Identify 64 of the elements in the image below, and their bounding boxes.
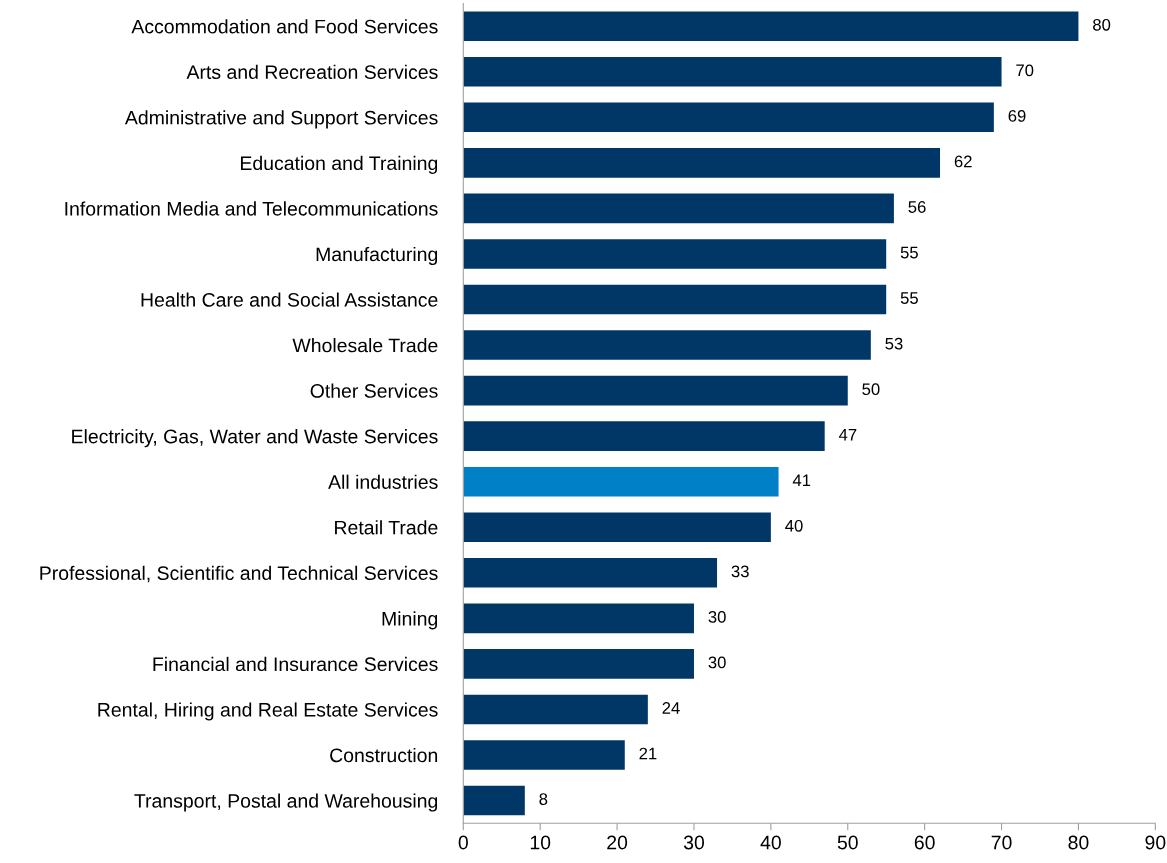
bar xyxy=(463,375,848,406)
y-tick-label: Administrative and Support Services xyxy=(124,110,438,129)
data-label: 41 xyxy=(792,474,811,487)
y-tick-label: Retail Trade xyxy=(335,520,438,535)
y-tick-label: Professional, Scientific and Technical Services xyxy=(40,565,438,583)
data-label: 69 xyxy=(1008,109,1026,122)
bar xyxy=(463,56,1002,87)
y-tick-label: Accommodation and Food Services xyxy=(131,19,438,34)
data-label: 40 xyxy=(785,519,803,532)
x-tick-label: 80 xyxy=(1068,835,1089,850)
y-tick-label: Health Care and Social Assistance xyxy=(141,292,438,307)
y-tick-label: Wholesale Trade xyxy=(292,338,438,353)
bar xyxy=(463,330,871,360)
x-tick-label: 0 xyxy=(458,835,468,850)
y-tick-label: Construction xyxy=(330,747,438,763)
data-label: 70 xyxy=(1016,64,1034,77)
data-label: 24 xyxy=(662,702,680,714)
y-tick-label: All industries xyxy=(328,474,438,489)
bar xyxy=(463,193,894,224)
bar xyxy=(463,694,648,725)
data-label: 80 xyxy=(1093,18,1111,31)
y-tick-label: Other Services xyxy=(310,383,438,398)
data-label: 47 xyxy=(838,428,857,441)
data-label: 30 xyxy=(708,611,726,623)
data-label: 55 xyxy=(900,292,918,304)
bar xyxy=(463,284,887,315)
data-label: 62 xyxy=(954,155,972,168)
data-label: 53 xyxy=(885,337,903,350)
y-tick-label: Financial and Insurance Services xyxy=(153,656,438,672)
data-label: 50 xyxy=(862,383,880,396)
data-label: 33 xyxy=(731,565,749,578)
y-tick-label: Transport, Postal and Warehousing xyxy=(134,793,438,812)
x-tick-label: 70 xyxy=(991,835,1012,850)
x-tick-label: 90 xyxy=(1145,835,1166,850)
bar xyxy=(463,603,694,634)
x-tick-label: 30 xyxy=(683,835,705,850)
y-tick-label: Mining xyxy=(382,611,438,630)
bar xyxy=(463,466,779,497)
x-tick-label: 50 xyxy=(837,835,858,850)
x-tick-label: 60 xyxy=(914,835,935,850)
y-tick-label: Electricity, Gas, Water and Waste Services xyxy=(72,429,438,448)
bar xyxy=(463,11,1079,42)
bar xyxy=(463,557,718,588)
y-tick-label: Education and Training xyxy=(241,155,438,174)
data-label: 30 xyxy=(708,656,726,669)
bar xyxy=(463,740,625,770)
y-tick-label: Manufacturing xyxy=(316,246,438,266)
bar xyxy=(463,512,771,543)
bar xyxy=(463,102,994,133)
data-label: 21 xyxy=(639,747,657,760)
bar xyxy=(463,421,825,451)
bar xyxy=(463,239,887,269)
x-tick-label: 20 xyxy=(607,835,628,850)
y-tick-label: Information Media and Telecommunications xyxy=(65,201,438,216)
data-label: 8 xyxy=(539,793,548,805)
data-label: 55 xyxy=(900,246,918,259)
y-tick-label: Rental, Hiring and Real Estate Services xyxy=(98,702,438,721)
bar xyxy=(463,148,941,178)
x-tick-label: 10 xyxy=(530,835,551,850)
data-label: 56 xyxy=(908,201,926,213)
x-tick-label: 40 xyxy=(760,835,781,850)
bar xyxy=(463,649,694,679)
y-tick-label: Arts and Recreation Services xyxy=(186,64,438,80)
bar xyxy=(463,785,525,816)
